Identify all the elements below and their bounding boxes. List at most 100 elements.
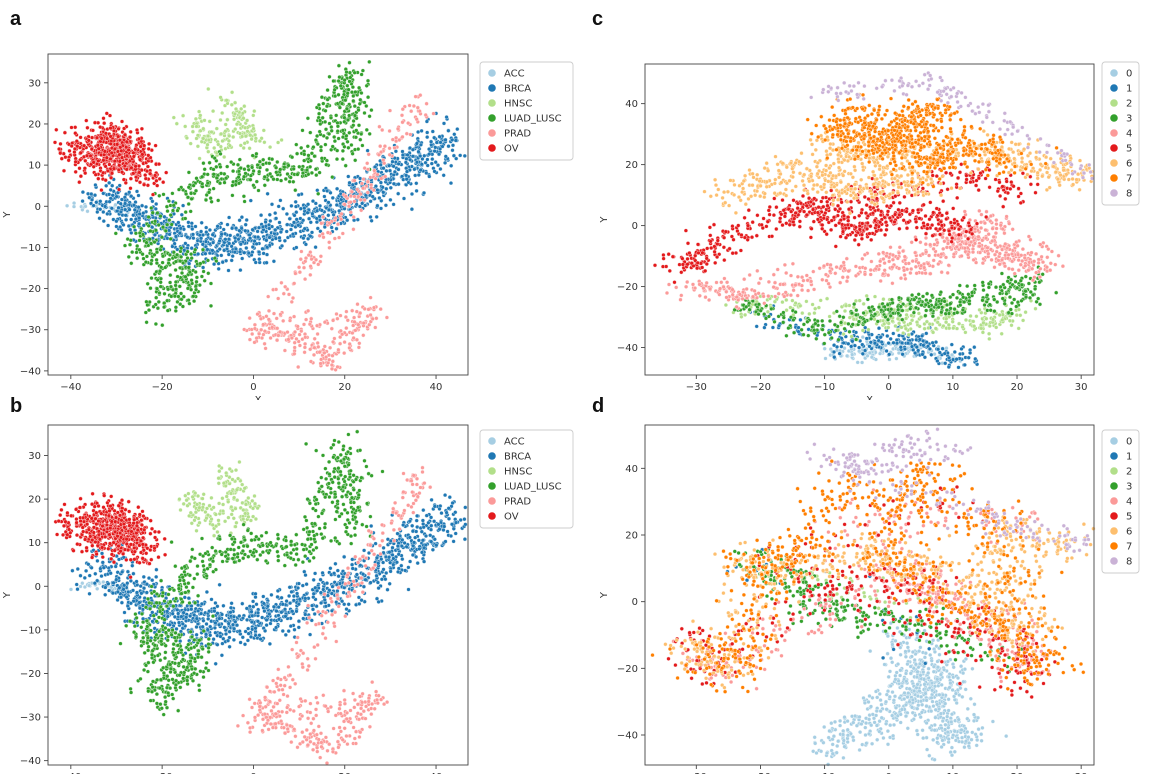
point-BRCA xyxy=(206,617,210,621)
point-HNSC xyxy=(247,515,251,519)
point-BRCA xyxy=(391,160,395,164)
point-LUAD_LUSC xyxy=(167,258,171,262)
point-BRCA xyxy=(96,559,100,563)
point-BRCA xyxy=(217,623,221,627)
point-LUAD_LUSC xyxy=(337,64,341,68)
point-BRCA xyxy=(249,635,253,639)
point-BRCA xyxy=(303,613,307,617)
point-LUAD_LUSC xyxy=(340,102,344,106)
point-LUAD_LUSC xyxy=(186,682,190,686)
point-LUAD_LUSC xyxy=(190,256,194,260)
point-ACC xyxy=(69,588,73,592)
point-BRCA xyxy=(200,602,204,606)
point-LUAD_LUSC xyxy=(155,692,159,696)
point-LUAD_LUSC xyxy=(123,244,127,248)
point-PRAD xyxy=(312,353,316,357)
point-HNSC xyxy=(193,491,197,495)
point-BRCA xyxy=(268,213,272,217)
point-LUAD_LUSC xyxy=(135,244,139,248)
point-BRCA xyxy=(413,167,417,171)
point-LUAD_LUSC xyxy=(156,654,160,658)
point-BRCA xyxy=(278,221,282,225)
point-PRAD xyxy=(348,346,352,350)
point-BRCA xyxy=(277,617,281,621)
point-PRAD xyxy=(357,346,361,350)
point-PRAD xyxy=(327,358,331,362)
point-PRAD xyxy=(321,215,325,219)
point-BRCA xyxy=(299,207,303,211)
point-BRCA xyxy=(122,583,126,587)
point-BRCA xyxy=(290,609,294,613)
point-BRCA xyxy=(382,166,386,170)
point-PRAD xyxy=(343,340,347,344)
point-OV xyxy=(87,139,91,143)
point-OV xyxy=(112,167,116,171)
point-BRCA xyxy=(140,591,144,595)
point-BRCA xyxy=(314,245,318,249)
point-BRCA xyxy=(451,148,455,152)
point-LUAD_LUSC xyxy=(147,601,151,605)
point-BRCA xyxy=(217,267,221,271)
point-BRCA xyxy=(346,175,350,179)
y-tick-label: 10 xyxy=(28,161,41,172)
point-LUAD_LUSC xyxy=(185,585,189,589)
point-HNSC xyxy=(217,519,221,523)
point-PRAD xyxy=(359,208,363,212)
point-LUAD_LUSC xyxy=(201,248,205,252)
point-PRAD xyxy=(308,273,312,277)
point-LUAD_LUSC xyxy=(347,131,351,135)
point-LUAD_LUSC xyxy=(318,171,322,175)
point-BRCA xyxy=(226,223,230,227)
point-LUAD_LUSC xyxy=(149,229,153,233)
point-BRCA xyxy=(424,171,428,175)
point-LUAD_LUSC xyxy=(328,75,332,79)
point-BRCA xyxy=(81,199,85,203)
point-LUAD_LUSC xyxy=(129,687,133,691)
point-LUAD_LUSC xyxy=(171,678,175,682)
point-BRCA xyxy=(101,561,105,565)
point-BRCA xyxy=(265,623,269,627)
point-BRCA xyxy=(227,622,231,626)
point-BRCA xyxy=(245,618,249,622)
point-PRAD xyxy=(409,133,413,137)
point-BRCA xyxy=(208,633,212,637)
point-LUAD_LUSC xyxy=(186,287,190,291)
point-BRCA xyxy=(379,557,383,561)
point-OV xyxy=(108,163,112,167)
point-HNSC xyxy=(198,521,202,525)
point-LUAD_LUSC xyxy=(358,102,362,106)
point-BRCA xyxy=(415,189,419,193)
point-BRCA xyxy=(98,216,102,220)
point-LUAD_LUSC xyxy=(349,483,353,487)
point-BRCA xyxy=(297,602,301,606)
point-BRCA xyxy=(294,205,298,209)
point-OV xyxy=(100,188,104,192)
legend-marker xyxy=(488,144,496,152)
point-BRCA xyxy=(274,626,278,630)
point-BRCA xyxy=(139,584,143,588)
point-BRCA xyxy=(195,617,199,621)
point-LUAD_LUSC xyxy=(243,167,247,171)
point-PRAD xyxy=(264,347,268,351)
point-BRCA xyxy=(117,206,121,210)
point-PRAD xyxy=(303,342,307,346)
point-OV xyxy=(104,131,108,135)
point-BRCA xyxy=(219,254,223,258)
point-BRCA xyxy=(249,199,253,203)
point-LUAD_LUSC xyxy=(364,104,368,108)
point-BRCA xyxy=(284,615,288,619)
point-BRCA xyxy=(150,225,154,229)
point-PRAD xyxy=(378,125,382,129)
point-BRCA xyxy=(235,623,239,627)
point-LUAD_LUSC xyxy=(155,601,159,605)
point-HNSC xyxy=(193,518,197,522)
point-OV xyxy=(147,142,151,146)
point-LUAD_LUSC xyxy=(167,678,171,682)
point-BRCA xyxy=(261,247,265,251)
point-BRCA xyxy=(181,204,185,208)
point-LUAD_LUSC xyxy=(163,656,167,660)
point-BRCA xyxy=(421,519,425,523)
point-BRCA xyxy=(331,585,335,589)
point-OV xyxy=(130,166,134,170)
point-BRCA xyxy=(450,138,454,142)
